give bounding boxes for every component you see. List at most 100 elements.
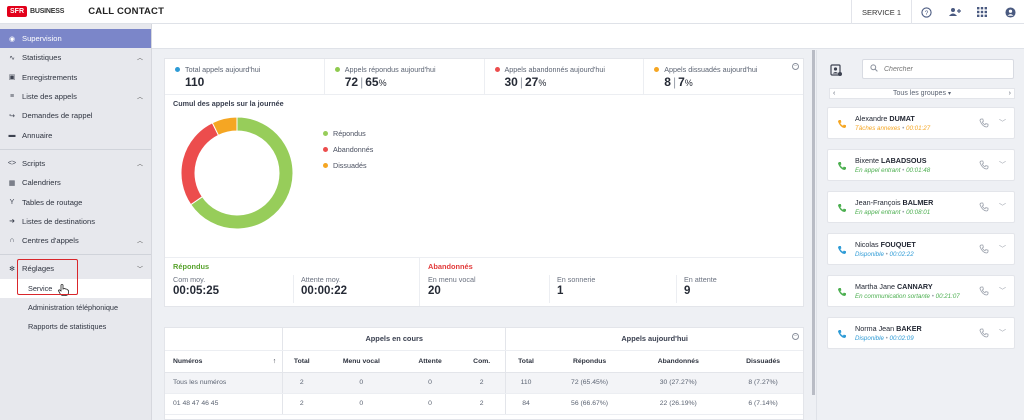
call-agent-icon[interactable] <box>979 328 989 340</box>
agent-last-name: LABADSOUS <box>880 156 927 165</box>
table-row[interactable]: 01 48 47 46 45 2 0 0 2 84 56 (66.67%) 22… <box>165 393 803 415</box>
agent-first-name: Bixente <box>855 156 879 165</box>
agent-first-name: Jean-François <box>855 198 901 207</box>
table-cell: 0 <box>320 372 403 394</box>
service-selector[interactable]: SERVICE 1 <box>850 0 912 24</box>
chevron-down-icon[interactable]: ﹀ <box>999 330 1006 337</box>
sidebar-subitem-service[interactable]: Service <box>0 278 151 298</box>
sidebar-subitem-admin-telephonique[interactable]: Administration téléphonique <box>0 298 151 317</box>
sidebar-item-supervision[interactable]: ◉ Supervision <box>0 29 151 49</box>
sidebar-item-annuaire[interactable]: ▬ Annuaire <box>0 125 151 144</box>
call-agent-icon[interactable] <box>979 286 989 298</box>
legend-label: Dissuadés <box>333 160 367 170</box>
stat-menu-vocal: En menu vocal 20 <box>428 275 476 305</box>
legend-label: Abandonnés <box>333 144 374 154</box>
donut-slice-abandonnés[interactable] <box>180 122 220 206</box>
sidebar-item-tables-routage[interactable]: Y Tables de routage <box>0 192 151 211</box>
table-cell: 22 (26.19%) <box>633 393 724 415</box>
agent-card[interactable]: Norma Jean BAKER Disponible • 00:02:09 ﹀ <box>827 317 1015 349</box>
chevron-down-icon: ﹀ <box>136 267 143 274</box>
abandonnes-title: Abandonnés <box>428 262 473 271</box>
agent-card[interactable]: Martha Jane CANNARY En communication sort… <box>827 275 1015 307</box>
legend-label: Répondus <box>333 128 366 138</box>
table-cell: 110 <box>505 372 546 394</box>
agent-status-text: Disponible <box>855 251 884 258</box>
agent-first-name: Norma Jean <box>855 324 895 333</box>
apps-grid-icon[interactable] <box>968 0 996 24</box>
sidebar-subitem-label: Rapports de statistiques <box>28 322 107 332</box>
agent-search-box[interactable] <box>862 59 1014 79</box>
sfr-business-logo[interactable]: SFR BUSINESS <box>7 6 64 17</box>
sidebar-item-scripts[interactable]: <> Scripts ︿ <box>0 154 151 173</box>
main-scrollbar[interactable] <box>812 50 815 395</box>
collapse-icon[interactable]: – <box>792 333 799 340</box>
agent-card[interactable]: Bixente LABADSOUS En appel entrant • 00:0… <box>827 149 1015 181</box>
code-icon: <> <box>7 159 17 167</box>
call-agent-icon[interactable] <box>979 244 989 256</box>
chevron-down-icon[interactable]: ﹀ <box>999 204 1006 211</box>
help-icon[interactable]: ? <box>912 0 940 24</box>
sidebar: ◉ Supervision ∿ Statistiques ︿ ▣ Enregis… <box>0 24 152 420</box>
sidebar-item-demandes-rappel[interactable]: ↪ Demandes de rappel <box>0 106 151 125</box>
chevron-down-icon[interactable]: ﹀ <box>999 246 1006 253</box>
table-cell: 8 (7.27%) <box>723 372 803 394</box>
account-icon[interactable] <box>996 0 1024 24</box>
call-agent-icon[interactable] <box>979 202 989 214</box>
phone-available-icon <box>837 245 847 257</box>
chevron-up-icon: ︿ <box>136 161 143 168</box>
agent-first-name: Martha Jane <box>855 282 895 291</box>
table-cell: 01 48 47 46 45 <box>165 393 283 415</box>
chevron-left-icon[interactable]: ‹ <box>833 90 836 97</box>
eye-icon: ◉ <box>8 35 16 43</box>
toolbar-strip <box>152 24 1024 49</box>
chart-title: Cumul des appels sur la journée <box>173 99 284 108</box>
repondus-title: Répondus <box>173 262 210 271</box>
chevron-down-icon[interactable]: ﹀ <box>999 120 1006 127</box>
stat-value: 20 <box>428 285 441 297</box>
sidebar-item-label: Liste des appels <box>22 92 77 102</box>
gear-icon: ✻ <box>9 265 15 273</box>
agent-card[interactable]: Nicolas FOUQUET Disponible • 00:02:22 ﹀ <box>827 233 1015 265</box>
kpi-label: Appels répondus aujourd'hui <box>344 65 436 74</box>
chevron-down-icon[interactable]: ﹀ <box>999 162 1006 169</box>
sort-arrow-icon[interactable]: ↑ <box>272 357 277 365</box>
sidebar-item-label: Supervision <box>22 34 62 44</box>
chevron-down-icon[interactable]: ﹀ <box>999 288 1006 295</box>
agent-first-name: Nicolas <box>855 240 879 249</box>
sidebar-item-liste-appels[interactable]: ≡ Liste des appels ︿ <box>0 87 151 106</box>
agents-filter-icon[interactable] <box>829 63 845 77</box>
chevron-right-icon[interactable]: › <box>1008 90 1011 97</box>
phone-pause-icon <box>837 119 847 131</box>
routing-icon: Y <box>9 198 15 206</box>
divider <box>419 258 420 306</box>
column-header: Total <box>282 350 321 373</box>
donut-slice-dissuadés[interactable] <box>211 116 238 136</box>
search-input[interactable] <box>884 65 1004 73</box>
sidebar-item-statistiques[interactable]: ∿ Statistiques ︿ <box>0 48 151 67</box>
table-row[interactable]: Tous les numéros 2 0 0 2 110 72 (65.45%)… <box>165 372 803 394</box>
sidebar-item-enregistrements[interactable]: ▣ Enregistrements <box>0 68 151 87</box>
call-agent-icon[interactable] <box>979 160 989 172</box>
sidebar-subitem-rapports-statistiques[interactable]: Rapports de statistiques <box>0 317 151 336</box>
legend-dot <box>323 162 328 168</box>
stat-com-moy: Com moy. 00:05:25 <box>173 275 219 305</box>
group-selector[interactable]: ‹ Tous les groupes ▾ › <box>829 88 1015 99</box>
agent-status: Tâches annexes • 00:01:27 <box>855 125 931 132</box>
table-cell: 0 <box>320 393 403 415</box>
table-cell: 56 (66.67%) <box>545 393 634 415</box>
agent-card[interactable]: Jean-François BALMER En appel entrant • 0… <box>827 191 1015 223</box>
sidebar-item-calendriers[interactable]: ▦ Calendriers <box>0 173 151 192</box>
sidebar-item-centres-appels[interactable]: ∩ Centres d'appels ︿ <box>0 231 151 250</box>
call-agent-icon[interactable] <box>979 118 989 130</box>
donut-slice-répondus[interactable] <box>190 116 294 230</box>
add-user-icon[interactable] <box>940 0 968 24</box>
agent-card[interactable]: Alexandre DUMAT Tâches annexes • 00:01:27… <box>827 107 1015 139</box>
column-header-numeros[interactable]: Numéros ↑ <box>165 350 283 373</box>
sidebar-item-reglages[interactable]: ✻ Réglages ﹀ <box>0 259 151 278</box>
chevron-up-icon: ︿ <box>136 239 143 246</box>
column-header: Abandonnés <box>633 350 724 373</box>
sidebar-item-listes-destinations[interactable]: ➜ Listes de destinations <box>0 212 151 231</box>
kpi-dot <box>654 67 660 72</box>
column-header: Total <box>505 350 546 373</box>
collapse-icon[interactable]: – <box>792 63 799 70</box>
